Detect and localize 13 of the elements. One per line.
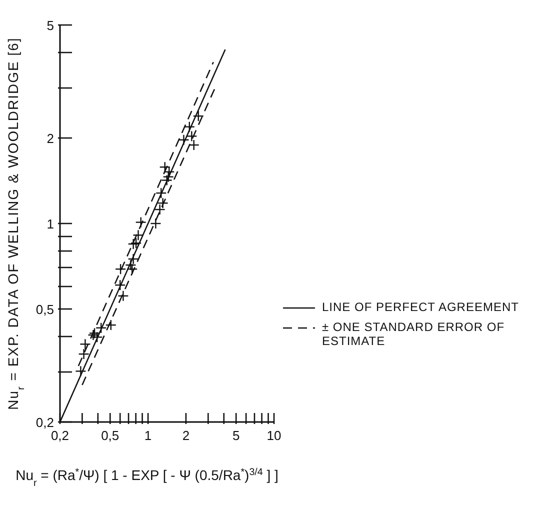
y-tick-label: 1	[46, 216, 54, 232]
legend-label: LINE OF PERFECT AGREEMENT	[322, 300, 520, 314]
y-tick-label: 2	[46, 131, 54, 146]
legend-label: ± ONE STANDARD ERROR OF ESTIMATE	[322, 320, 506, 348]
x-tick-label: 0,5	[101, 428, 120, 443]
text: Nu$_{r}$ = (Ra$^{*}$/Ψ) [ 1 - EXP [ - Ψ (0.5/Ra$^{*}$)$^{3/4}$ ] ]	[16, 466, 278, 488]
y-tick-label: 0,5	[36, 302, 54, 317]
x-tick-label: 10	[266, 428, 282, 443]
x-tick-label: 5	[232, 428, 240, 443]
y-tick-label: 5	[46, 18, 54, 33]
x-tick-label: 1	[144, 428, 152, 443]
y-tick-label: 0,2	[36, 415, 54, 430]
x-tick-label: 2	[182, 428, 190, 443]
